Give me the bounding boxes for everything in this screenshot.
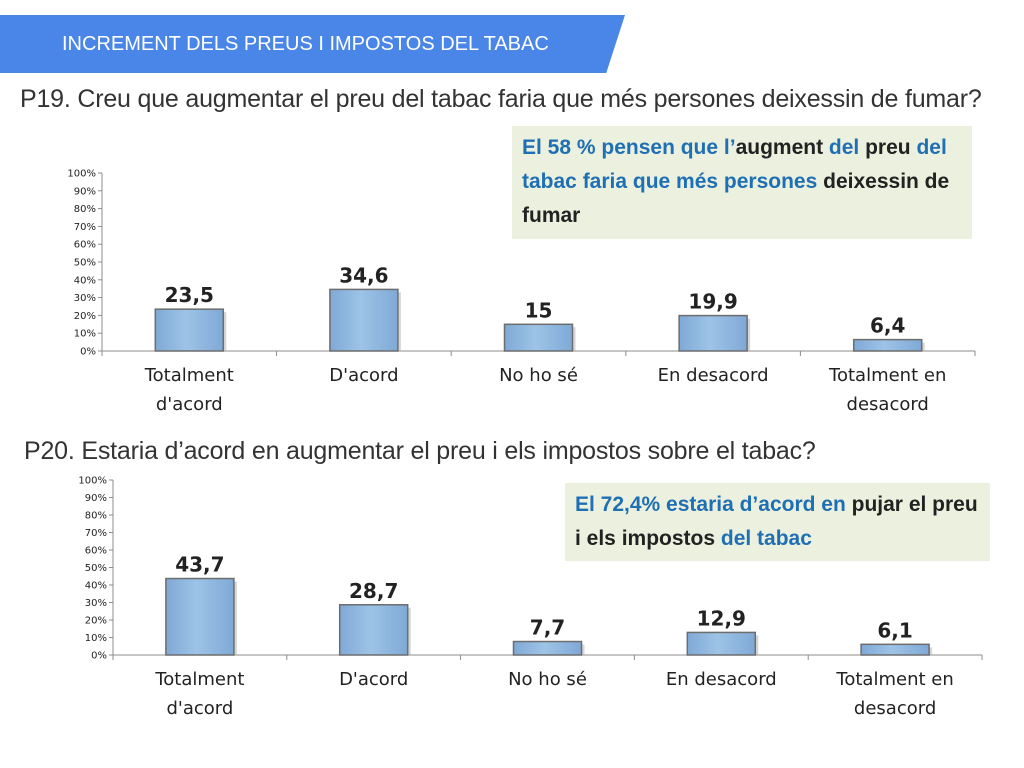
callout-text-run: persones bbox=[723, 170, 818, 193]
question-p20: P20. Estaria d’acord en augmentar el pre… bbox=[24, 437, 816, 465]
y-tick-label: 100% bbox=[78, 476, 107, 487]
bar bbox=[154, 308, 225, 352]
bar bbox=[503, 323, 574, 352]
callout-text-run: del bbox=[823, 136, 866, 159]
bar bbox=[512, 640, 583, 656]
bar bbox=[860, 643, 930, 656]
x-category-label: desacord bbox=[854, 698, 936, 719]
y-tick-label: 10% bbox=[74, 329, 96, 340]
chart-p20: 0% 10% 20% 30% 40% 50% 60% 70% 80% 90% 100% 43,7 Tot… bbox=[78, 476, 983, 719]
bar-value-label: 43,7 bbox=[175, 553, 224, 577]
callout-text-run: El 58 % pensen que l’ bbox=[522, 136, 736, 159]
x-category-label: Totalment en bbox=[835, 669, 953, 690]
bar-value-label: 6,1 bbox=[877, 618, 912, 642]
x-category-label: d'acord bbox=[166, 698, 233, 719]
y-tick-label: 20% bbox=[85, 616, 107, 627]
y-tick-label: 40% bbox=[85, 581, 107, 592]
bar-value-label: 7,7 bbox=[530, 616, 565, 640]
y-tick-label: 80% bbox=[74, 204, 96, 215]
x-category-label: En desacord bbox=[666, 669, 777, 690]
y-tick-label: 60% bbox=[74, 240, 96, 251]
y-tick-label: 50% bbox=[74, 258, 96, 269]
question-p19: P19. Creu que augmentar el preu del taba… bbox=[20, 85, 982, 113]
y-tick-label: 80% bbox=[85, 511, 107, 522]
bar bbox=[678, 314, 748, 352]
x-category-label: desacord bbox=[847, 394, 929, 415]
x-category-label: D'acord bbox=[339, 669, 408, 690]
bar-value-label: 6,4 bbox=[870, 314, 905, 338]
y-tick-label: 30% bbox=[85, 598, 107, 609]
bar-value-label: 28,7 bbox=[349, 579, 398, 603]
bar-value-label: 15 bbox=[525, 298, 553, 322]
callout-text-run: del tabac bbox=[720, 527, 812, 550]
y-tick-label: 0% bbox=[91, 651, 107, 662]
y-tick-label: 90% bbox=[85, 493, 107, 504]
bar bbox=[165, 577, 235, 656]
bar-value-label: 34,6 bbox=[339, 263, 388, 287]
callout-p19: El 58 % pensen que l’augment del preu de… bbox=[512, 126, 972, 239]
x-category-label: Totalment en bbox=[828, 365, 946, 386]
page-title: INCREMENT DELS PREUS I IMPOSTOS DEL TABA… bbox=[62, 33, 549, 55]
x-category-label: d'acord bbox=[156, 394, 223, 415]
x-category-label: No ho sé bbox=[508, 669, 587, 690]
bar-value-label: 23,5 bbox=[165, 283, 214, 307]
bar bbox=[338, 604, 409, 656]
callout-text-run: del tabac faria que més bbox=[522, 136, 947, 193]
callout-text-run: augment bbox=[735, 136, 824, 159]
y-tick-label: 40% bbox=[74, 275, 96, 286]
y-tick-label: 10% bbox=[85, 633, 107, 644]
callout-text-run: pujar el preu i els impostos bbox=[575, 493, 978, 550]
x-category-label: Totalment bbox=[154, 669, 244, 690]
x-category-label: D'acord bbox=[329, 365, 398, 386]
y-tick-label: 90% bbox=[74, 186, 96, 197]
callout-p20: El 72,4% estaria d’acord en pujar el pre… bbox=[565, 483, 990, 561]
bar bbox=[686, 631, 757, 656]
y-tick-label: 70% bbox=[74, 222, 96, 233]
y-tick-label: 60% bbox=[85, 546, 107, 557]
y-tick-label: 20% bbox=[74, 311, 96, 322]
callout-text-run: El 72,4% estaria d’acord en bbox=[575, 493, 852, 516]
header-banner bbox=[0, 15, 625, 73]
x-category-label: En desacord bbox=[658, 365, 769, 386]
y-tick-label: 70% bbox=[85, 528, 107, 539]
chart-p19: 0% 10% 20% 30% 40% 50% 60% 70% 80% 90% 100% 23,5 Tot… bbox=[67, 169, 976, 415]
x-category-label: No ho sé bbox=[499, 365, 578, 386]
bar bbox=[329, 288, 399, 352]
callout-text-run: deixessin de fumar bbox=[522, 170, 950, 227]
callout-text-run: preu bbox=[865, 136, 911, 159]
bar-value-label: 12,9 bbox=[697, 606, 746, 630]
x-category-label: Totalment bbox=[144, 365, 234, 386]
bar bbox=[852, 338, 923, 352]
bar-value-label: 19,9 bbox=[688, 290, 737, 314]
y-tick-label: 100% bbox=[67, 169, 96, 180]
y-tick-label: 30% bbox=[74, 293, 96, 304]
y-tick-label: 0% bbox=[80, 347, 96, 358]
y-tick-label: 50% bbox=[85, 563, 107, 574]
